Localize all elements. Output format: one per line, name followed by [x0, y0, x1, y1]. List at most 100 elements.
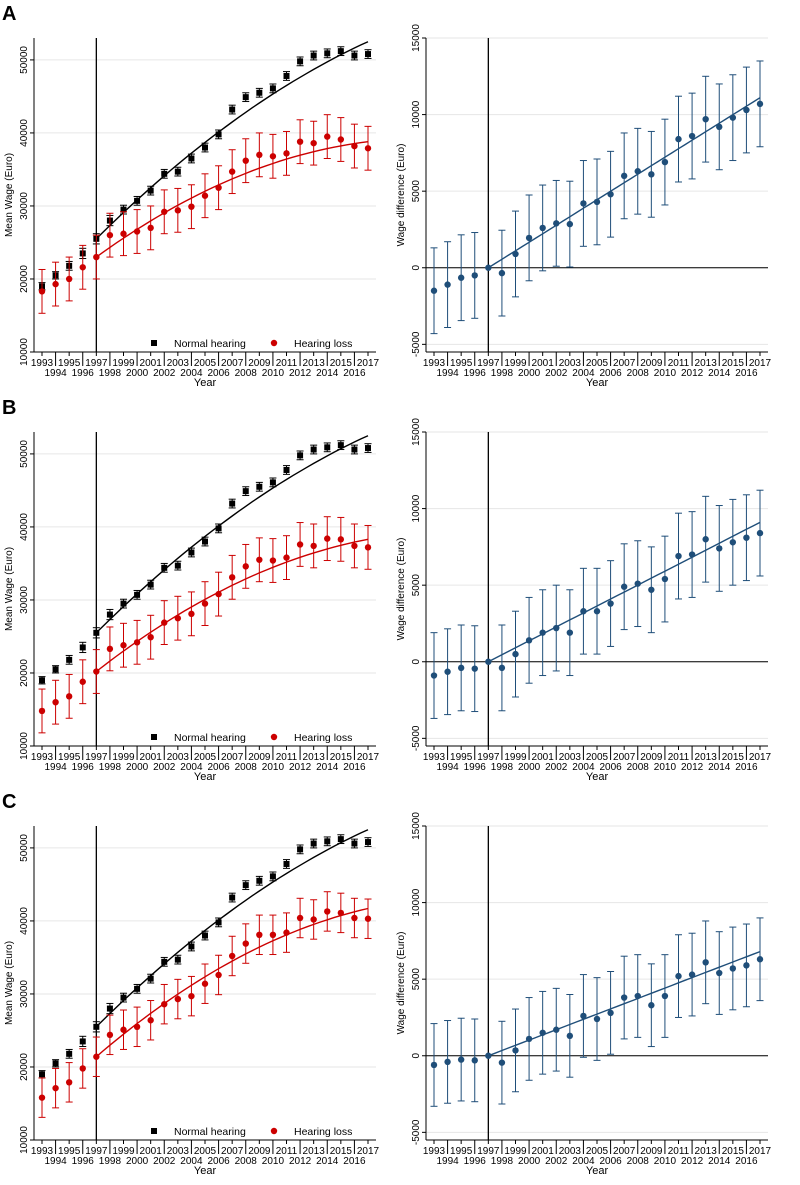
data-point [310, 52, 317, 59]
data-point [351, 840, 358, 847]
data-point [38, 288, 46, 295]
data-point [310, 446, 317, 453]
data-point [337, 48, 344, 55]
data-point [39, 1071, 45, 1078]
x-tick-label: 1999 [112, 358, 135, 369]
data-point [485, 658, 492, 665]
x-tick-label: 2016 [735, 762, 758, 773]
y-axis-title: Mean Wage (Euro) [4, 547, 15, 631]
y-tick-label: -5000 [411, 725, 422, 751]
x-tick-label: 2007 [613, 752, 636, 763]
x-tick-label: 2015 [722, 1146, 745, 1157]
data-point [147, 633, 154, 641]
x-tick-label: 2002 [153, 762, 176, 773]
data-point [269, 873, 276, 880]
x-tick-label: 2010 [654, 368, 677, 379]
x-tick-label: 2014 [316, 1156, 339, 1167]
data-point [324, 444, 331, 451]
data-point [242, 157, 249, 164]
data-point [743, 534, 750, 541]
x-tick-label: 2007 [613, 358, 636, 369]
data-point [202, 932, 208, 939]
x-tick-label: 2014 [316, 762, 339, 773]
data-point [324, 838, 331, 845]
x-tick-label: 2006 [207, 1156, 230, 1167]
data-point [337, 136, 345, 143]
x-tick-label: 2015 [330, 752, 353, 763]
data-point [337, 909, 345, 917]
x-tick-label: 2009 [640, 1146, 663, 1157]
data-point [174, 956, 181, 963]
panel-label-a: A [2, 3, 16, 25]
x-tick-label: 1993 [423, 752, 446, 763]
data-point [65, 275, 73, 283]
data-point [79, 264, 86, 271]
data-point [161, 208, 168, 215]
x-tick-label: 2007 [221, 358, 244, 369]
data-point [702, 959, 709, 966]
x-tick-label: 2015 [722, 358, 745, 369]
data-point [675, 552, 682, 560]
series-difference [430, 489, 764, 719]
data-point [52, 1060, 59, 1067]
data-point [79, 644, 86, 651]
data-point [66, 1050, 73, 1057]
x-tick-label: 2016 [735, 1156, 758, 1167]
data-point [498, 269, 506, 277]
x-tick-label: 1995 [58, 1146, 81, 1157]
x-tick-label: 2008 [235, 762, 258, 773]
x-tick-label: 1996 [72, 368, 95, 379]
y-tick-label: 20000 [19, 659, 30, 687]
x-tick-label: 2010 [262, 762, 285, 773]
x-tick-label: 1993 [31, 358, 54, 369]
x-tick-label: 1995 [58, 358, 81, 369]
chart-a-wage: 1000020000300004000050000199319941995199… [4, 38, 380, 389]
x-tick-label: 2013 [303, 358, 326, 369]
y-axis-title: Wage difference (Euro) [396, 932, 407, 1035]
series-hearing-loss [38, 516, 372, 734]
data-point [202, 538, 208, 545]
data-point [365, 839, 371, 846]
x-tick-label: 2015 [330, 1146, 353, 1157]
data-point [634, 168, 641, 175]
data-point [661, 992, 669, 1000]
data-point [188, 155, 195, 162]
data-point [161, 564, 168, 571]
data-point [702, 536, 709, 543]
chart-b-wage: 1000020000300004000050000199319941995199… [4, 432, 380, 783]
x-tick-label: 1998 [491, 368, 514, 379]
data-point [310, 840, 317, 847]
x-axis-title: Year [586, 771, 609, 783]
x-tick-label: 2009 [248, 752, 271, 763]
x-tick-label: 1995 [450, 752, 473, 763]
x-tick-label: 1995 [58, 752, 81, 763]
data-point [580, 608, 587, 615]
y-tick-label: 15000 [411, 418, 422, 446]
data-point [39, 677, 45, 684]
data-point [269, 931, 277, 939]
data-point [93, 668, 100, 675]
data-point [297, 452, 304, 459]
data-point [444, 668, 451, 675]
x-tick-label: 1998 [99, 762, 122, 773]
data-point [648, 171, 655, 178]
data-point [65, 1079, 73, 1086]
data-point [269, 85, 276, 92]
x-tick-label: 2003 [559, 752, 582, 763]
x-tick-label: 1998 [99, 1156, 122, 1167]
x-axis-title: Year [194, 771, 217, 783]
data-point [106, 1005, 113, 1012]
x-tick-label: 2006 [599, 368, 622, 379]
y-tick-label: 40000 [19, 119, 30, 147]
data-point [675, 135, 682, 143]
x-tick-label: 2003 [167, 1146, 190, 1157]
x-tick-label: 2004 [180, 1156, 203, 1167]
x-tick-label: 1997 [477, 1146, 500, 1157]
data-point [133, 228, 141, 235]
data-point [256, 556, 263, 563]
data-point [269, 153, 277, 160]
data-point [310, 139, 317, 147]
x-tick-label: 2005 [194, 752, 217, 763]
data-point [256, 483, 263, 490]
y-tick-label: 10000 [411, 888, 422, 916]
